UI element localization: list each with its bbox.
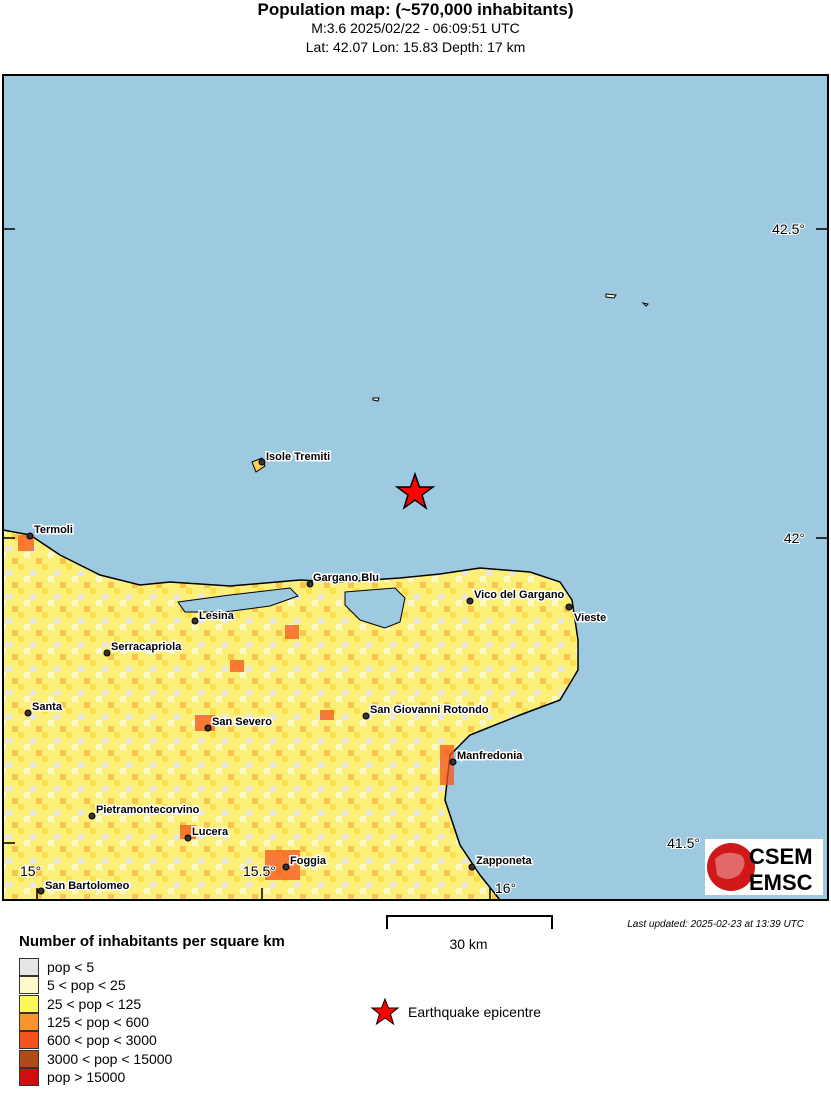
event-subtitle: M:3.6 2025/02/22 - 06:09:51 UTC	[311, 20, 520, 36]
lon-tick-label: 16°	[495, 880, 516, 896]
epicentre-label: Earthquake epicentre	[408, 1004, 542, 1020]
legend-item: 25 < pop < 125	[19, 994, 142, 1013]
legend-swatch	[19, 976, 39, 995]
city-label: Foggia	[290, 855, 327, 867]
city-label: Lesina	[199, 610, 235, 622]
legend-item: 3000 < pop < 15000	[19, 1049, 173, 1068]
legend-item: 600 < pop < 3000	[19, 1031, 157, 1050]
lon-tick-label: 15°	[20, 863, 41, 879]
varano-lagoon	[344, 587, 406, 629]
legend-swatch	[19, 1049, 39, 1068]
legend-swatch	[19, 1031, 39, 1050]
city-label: Serracapriola	[111, 641, 182, 653]
urban-hotspots	[18, 535, 454, 880]
city-label: San Bartolomeo	[45, 880, 130, 892]
legend-swatch	[19, 958, 39, 976]
city-label: Pietramontecorvino	[96, 804, 200, 816]
city-label: Manfredonia	[457, 750, 523, 762]
city-label: Isole Tremiti	[266, 451, 330, 463]
legend-title: Number of inhabitants per square km	[19, 933, 285, 950]
lon-tick-label: 15.5°	[243, 863, 276, 879]
city-label: Termoli	[34, 524, 73, 536]
pianosa-island	[372, 397, 380, 402]
lesina-lagoon	[177, 587, 299, 613]
legend-label: 600 < pop < 3000	[47, 1032, 157, 1049]
city-markers	[24, 458, 573, 895]
epicentre-star-icon	[394, 471, 436, 510]
legend-label: 3000 < pop < 15000	[47, 1050, 173, 1067]
legend-label: pop < 5	[47, 959, 95, 975]
legend-item: pop > 15000	[19, 1067, 126, 1086]
last-updated: Last updated: 2025-02-23 at 13:39 UTC	[627, 919, 804, 930]
land-gargano	[2, 529, 579, 901]
city-label: Zapponeta	[476, 855, 532, 867]
lat-tick-label: 42°	[784, 530, 805, 546]
svg-text:CSEM: CSEM	[749, 844, 813, 869]
legend-label: pop > 15000	[47, 1068, 126, 1085]
city-label: Lucera	[192, 826, 229, 838]
city-label: Vico del Gargano	[474, 589, 565, 601]
map-title: Population map: (~570,000 inhabitants)	[257, 0, 574, 19]
city-label: Gargano Blu	[313, 572, 379, 584]
scale-bar-label: 30 km	[449, 936, 488, 952]
legend-swatch	[19, 1067, 39, 1086]
legend-label: 5 < pop < 25	[47, 977, 126, 994]
city-label: Santa	[32, 701, 63, 713]
lat-tick-label: 41.5°	[667, 835, 700, 851]
tick-marks	[3, 228, 828, 900]
legend-item: pop < 5	[19, 958, 94, 976]
population-map: 42.5° 42° 41.5° 15° 15.5° 16° Isole Trem…	[2, 74, 829, 901]
csem-emsc-logo: CSEM EMSC	[705, 839, 823, 895]
city-label: Vieste	[574, 612, 606, 624]
event-location: Lat: 42.07 Lon: 15.83 Depth: 17 km	[305, 39, 526, 55]
legend-swatch	[19, 994, 39, 1013]
legend-label: 125 < pop < 600	[47, 1013, 149, 1030]
legend-item: 5 < pop < 25	[19, 976, 126, 995]
pelagosa-island	[605, 293, 650, 307]
legend-item: 125 < pop < 600	[19, 1012, 149, 1031]
city-label: San Giovanni Rotondo	[370, 704, 489, 716]
city-label: San Severo	[212, 716, 272, 728]
legend-swatch	[19, 1012, 39, 1031]
epicentre-star-icon	[370, 998, 400, 1026]
svg-text:EMSC: EMSC	[749, 870, 813, 895]
lat-tick-label: 42.5°	[772, 221, 805, 237]
scale-bar	[386, 915, 553, 929]
legend-label: 25 < pop < 125	[47, 995, 142, 1012]
map-frame	[2, 74, 829, 901]
legend-epicentre: Earthquake epicentre	[370, 998, 541, 1026]
